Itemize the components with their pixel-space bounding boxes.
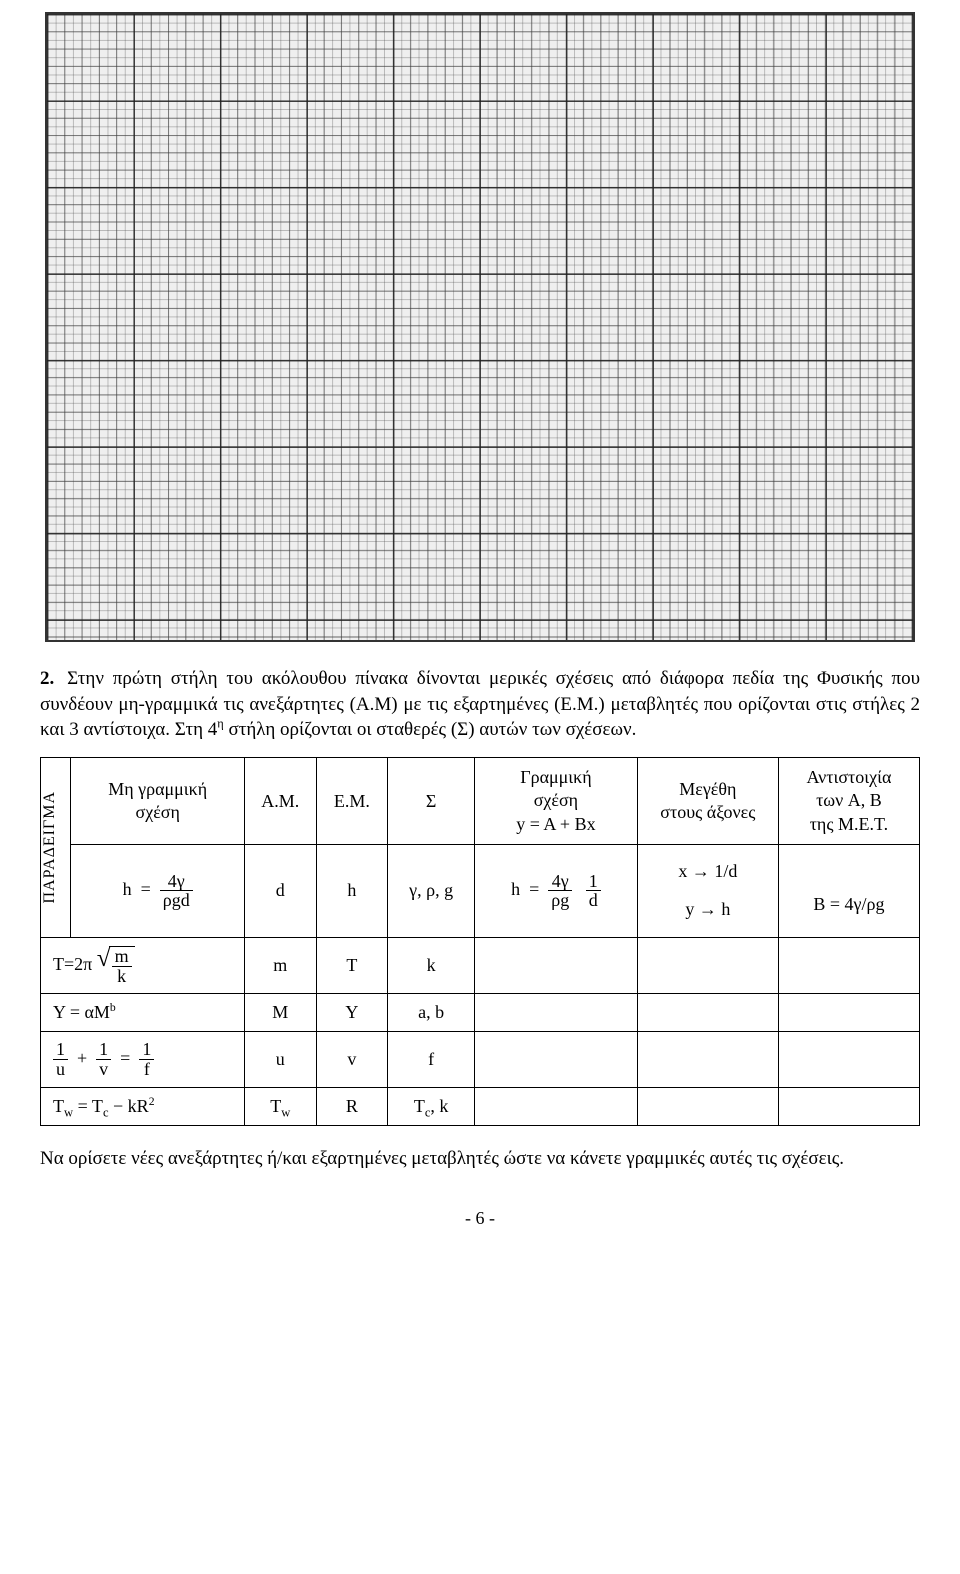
cell-r1-em: T xyxy=(316,937,388,994)
table-row-1: T=2π √ m k m T k xyxy=(41,937,920,994)
cell-r2-linear xyxy=(475,994,638,1032)
cell-r4-am: Tw xyxy=(245,1088,317,1126)
cell-r4-ab xyxy=(778,1088,919,1126)
cell-r1-linear xyxy=(475,937,638,994)
cell-ex-sigma: γ, ρ, g xyxy=(388,845,475,938)
cell-r3-ab xyxy=(778,1032,919,1088)
cell-ex-ab: B = 4γ/ρg xyxy=(778,845,919,938)
table-row-4: Tw = Tc − kR2 Tw R Tc, k xyxy=(41,1088,920,1126)
cell-r2-sigma: a, b xyxy=(388,994,475,1032)
cell-r4-linear xyxy=(475,1088,638,1126)
closing-paragraph: Να ορίσετε νέες ανεξάρτητες ή/και εξαρτη… xyxy=(40,1146,920,1172)
table-row-example: h = 4γ ρgd d h γ, ρ, g h = 4γ ρg xyxy=(41,845,920,938)
cell-r4-em: R xyxy=(316,1088,388,1126)
intro-paragraph: 2. Στην πρώτη στήλη του ακόλουθου πίνακα… xyxy=(40,666,920,743)
cell-r3-axes xyxy=(637,1032,778,1088)
hdr-axes: Μεγέθη στους άξονες xyxy=(637,757,778,844)
hdr-ab: Αντιστοιχία των A, B της Μ.Ε.Τ. xyxy=(778,757,919,844)
cell-r3-sigma: f xyxy=(388,1032,475,1088)
cell-r2-ab xyxy=(778,994,919,1032)
example-side-label: ΠΑΡΑΔΕΙΓΜΑ xyxy=(41,757,71,937)
hdr-em: Ε.Μ. xyxy=(316,757,388,844)
cell-r1-sigma: k xyxy=(388,937,475,994)
hdr-am: Α.Μ. xyxy=(245,757,317,844)
cell-r3-am: u xyxy=(245,1032,317,1088)
cell-r2-axes xyxy=(637,994,778,1032)
cell-r2-formula: Y = αMb xyxy=(41,994,245,1032)
cell-r4-formula: Tw = Tc − kR2 xyxy=(41,1088,245,1126)
hdr-nonlinear: Μη γραμμική σχέση xyxy=(71,757,245,844)
cell-ex-axes: x → 1/d y → h xyxy=(637,845,778,938)
hdr-linear: Γραμμική σχέση y = A + Bx xyxy=(475,757,638,844)
cell-r3-linear xyxy=(475,1032,638,1088)
cell-r2-am: M xyxy=(245,994,317,1032)
cell-r3-em: v xyxy=(316,1032,388,1088)
cell-r4-sigma: Tc, k xyxy=(388,1088,475,1126)
cell-r2-em: Y xyxy=(316,994,388,1032)
cell-ex-am: d xyxy=(245,845,317,938)
cell-ex-linear: h = 4γ ρg 1 d xyxy=(475,845,638,938)
cell-r3-formula: 1u + 1v = 1f xyxy=(41,1032,245,1088)
cell-r1-am: m xyxy=(245,937,317,994)
relations-table: ΠΑΡΑΔΕΙΓΜΑ Μη γραμμική σχέση Α.Μ. Ε.Μ. Σ… xyxy=(40,757,920,1126)
cell-r1-ab xyxy=(778,937,919,994)
table-row-3: 1u + 1v = 1f u v f xyxy=(41,1032,920,1088)
item-number: 2. xyxy=(40,668,54,689)
cell-r4-axes xyxy=(637,1088,778,1126)
table-header-row: ΠΑΡΑΔΕΙΓΜΑ Μη γραμμική σχέση Α.Μ. Ε.Μ. Σ… xyxy=(41,757,920,844)
cell-r1-formula: T=2π √ m k xyxy=(41,937,245,994)
cell-ex-formula: h = 4γ ρgd xyxy=(71,845,245,938)
table-row-2: Y = αMb M Y a, b xyxy=(41,994,920,1032)
cell-ex-em: h xyxy=(316,845,388,938)
cell-r1-axes xyxy=(637,937,778,994)
graph-paper xyxy=(45,12,915,642)
page-number: - 6 - xyxy=(40,1208,920,1229)
hdr-sigma: Σ xyxy=(388,757,475,844)
